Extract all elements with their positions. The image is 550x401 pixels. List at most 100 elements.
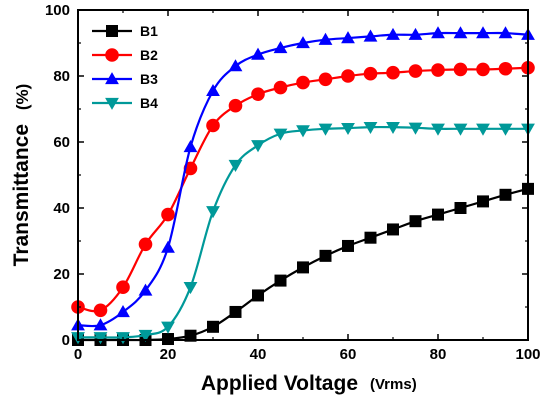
data-point (296, 75, 310, 90)
x-tick-label: 0 (74, 346, 82, 363)
data-point (273, 128, 288, 141)
legend-marker (105, 72, 119, 85)
x-tick-label: 20 (160, 346, 177, 363)
x-tick-label: 40 (250, 346, 267, 363)
ticks-layer: 0 20 40 60 80 100 0 20 40 60 80 100 (45, 2, 541, 363)
legend: B1 B2 B3 B4 (92, 23, 158, 111)
data-point (342, 239, 354, 252)
data-point (364, 231, 377, 244)
data-point (206, 118, 220, 133)
data-point (341, 122, 355, 136)
data-point (297, 261, 309, 274)
data-point (251, 140, 265, 153)
data-point (228, 59, 243, 72)
data-point (453, 123, 468, 136)
data-point (476, 123, 490, 136)
data-point (228, 98, 243, 113)
data-point (206, 206, 220, 219)
data-point (408, 64, 423, 78)
series-b4 (71, 121, 535, 345)
data-point (161, 240, 175, 253)
y-axis-title: Transmittance (%) (10, 84, 33, 267)
data-point (476, 26, 490, 39)
data-point (273, 41, 288, 54)
data-point (363, 29, 378, 42)
data-point (432, 208, 444, 221)
data-point (341, 31, 355, 44)
data-point (273, 80, 288, 95)
data-point (386, 65, 400, 80)
data-point (296, 125, 310, 138)
data-point (453, 26, 468, 39)
series-b3 (71, 26, 535, 331)
data-point (318, 32, 333, 45)
data-point (318, 72, 333, 87)
x-tick-label: 100 (515, 346, 540, 363)
x-axis-title: Applied Voltage (201, 372, 358, 395)
data-point (477, 195, 489, 208)
data-point (454, 202, 467, 214)
y-tick-label: 80 (53, 68, 70, 85)
y-tick-label: 100 (45, 2, 70, 19)
y-axis-unit: (%) (13, 84, 32, 110)
legend-item-b2: B2 (92, 47, 158, 63)
data-point (476, 62, 490, 77)
series-layer (71, 26, 535, 346)
data-point (183, 282, 198, 295)
data-point (206, 83, 220, 97)
data-point (431, 123, 445, 136)
data-point (409, 215, 422, 228)
legend-label: B4 (140, 95, 158, 111)
data-point (499, 188, 512, 201)
data-point (252, 289, 264, 302)
x-tick-label: 60 (340, 346, 357, 363)
legend-item-b1: B1 (92, 23, 158, 39)
legend-label: B3 (140, 71, 158, 87)
data-point (363, 121, 378, 135)
data-point (251, 87, 265, 101)
data-point (161, 321, 175, 334)
data-point (229, 305, 242, 318)
y-axis-title-text: Transmittance (10, 124, 33, 266)
data-point (408, 27, 423, 40)
data-point (116, 305, 130, 318)
data-point (251, 47, 265, 60)
data-point (431, 63, 445, 77)
y-tick-label: 40 (53, 200, 70, 217)
data-point (207, 320, 219, 333)
x-axis-unit: (Vrms) (370, 376, 417, 393)
data-point (498, 123, 513, 136)
data-point (138, 237, 153, 252)
legend-item-b3: B3 (92, 71, 158, 87)
data-point (138, 283, 153, 296)
legend-marker (106, 25, 118, 37)
data-point (363, 66, 378, 81)
y-tick-label: 20 (53, 266, 70, 283)
data-point (138, 329, 153, 342)
y-tick-label: 60 (53, 134, 70, 151)
y-tick-label: 0 (62, 332, 70, 349)
series-b1 (72, 182, 534, 346)
data-point (387, 223, 399, 236)
series-line-b4 (78, 125, 528, 339)
data-point (296, 36, 310, 49)
data-point (386, 121, 400, 135)
data-point (93, 318, 108, 331)
legend-item-b4: B4 (92, 95, 158, 111)
data-point (184, 329, 197, 342)
data-point (93, 303, 108, 318)
data-point (386, 27, 400, 40)
data-point (93, 332, 108, 345)
x-axis-title-text: Applied Voltage (201, 372, 358, 395)
data-point (318, 123, 333, 136)
data-point (408, 122, 423, 135)
legend-label: B1 (140, 23, 158, 39)
data-point (431, 26, 445, 39)
data-point (319, 249, 332, 262)
data-point (498, 61, 513, 76)
data-point (116, 280, 130, 295)
series-b2 (71, 60, 535, 318)
data-point (453, 62, 468, 77)
data-point (228, 159, 243, 172)
